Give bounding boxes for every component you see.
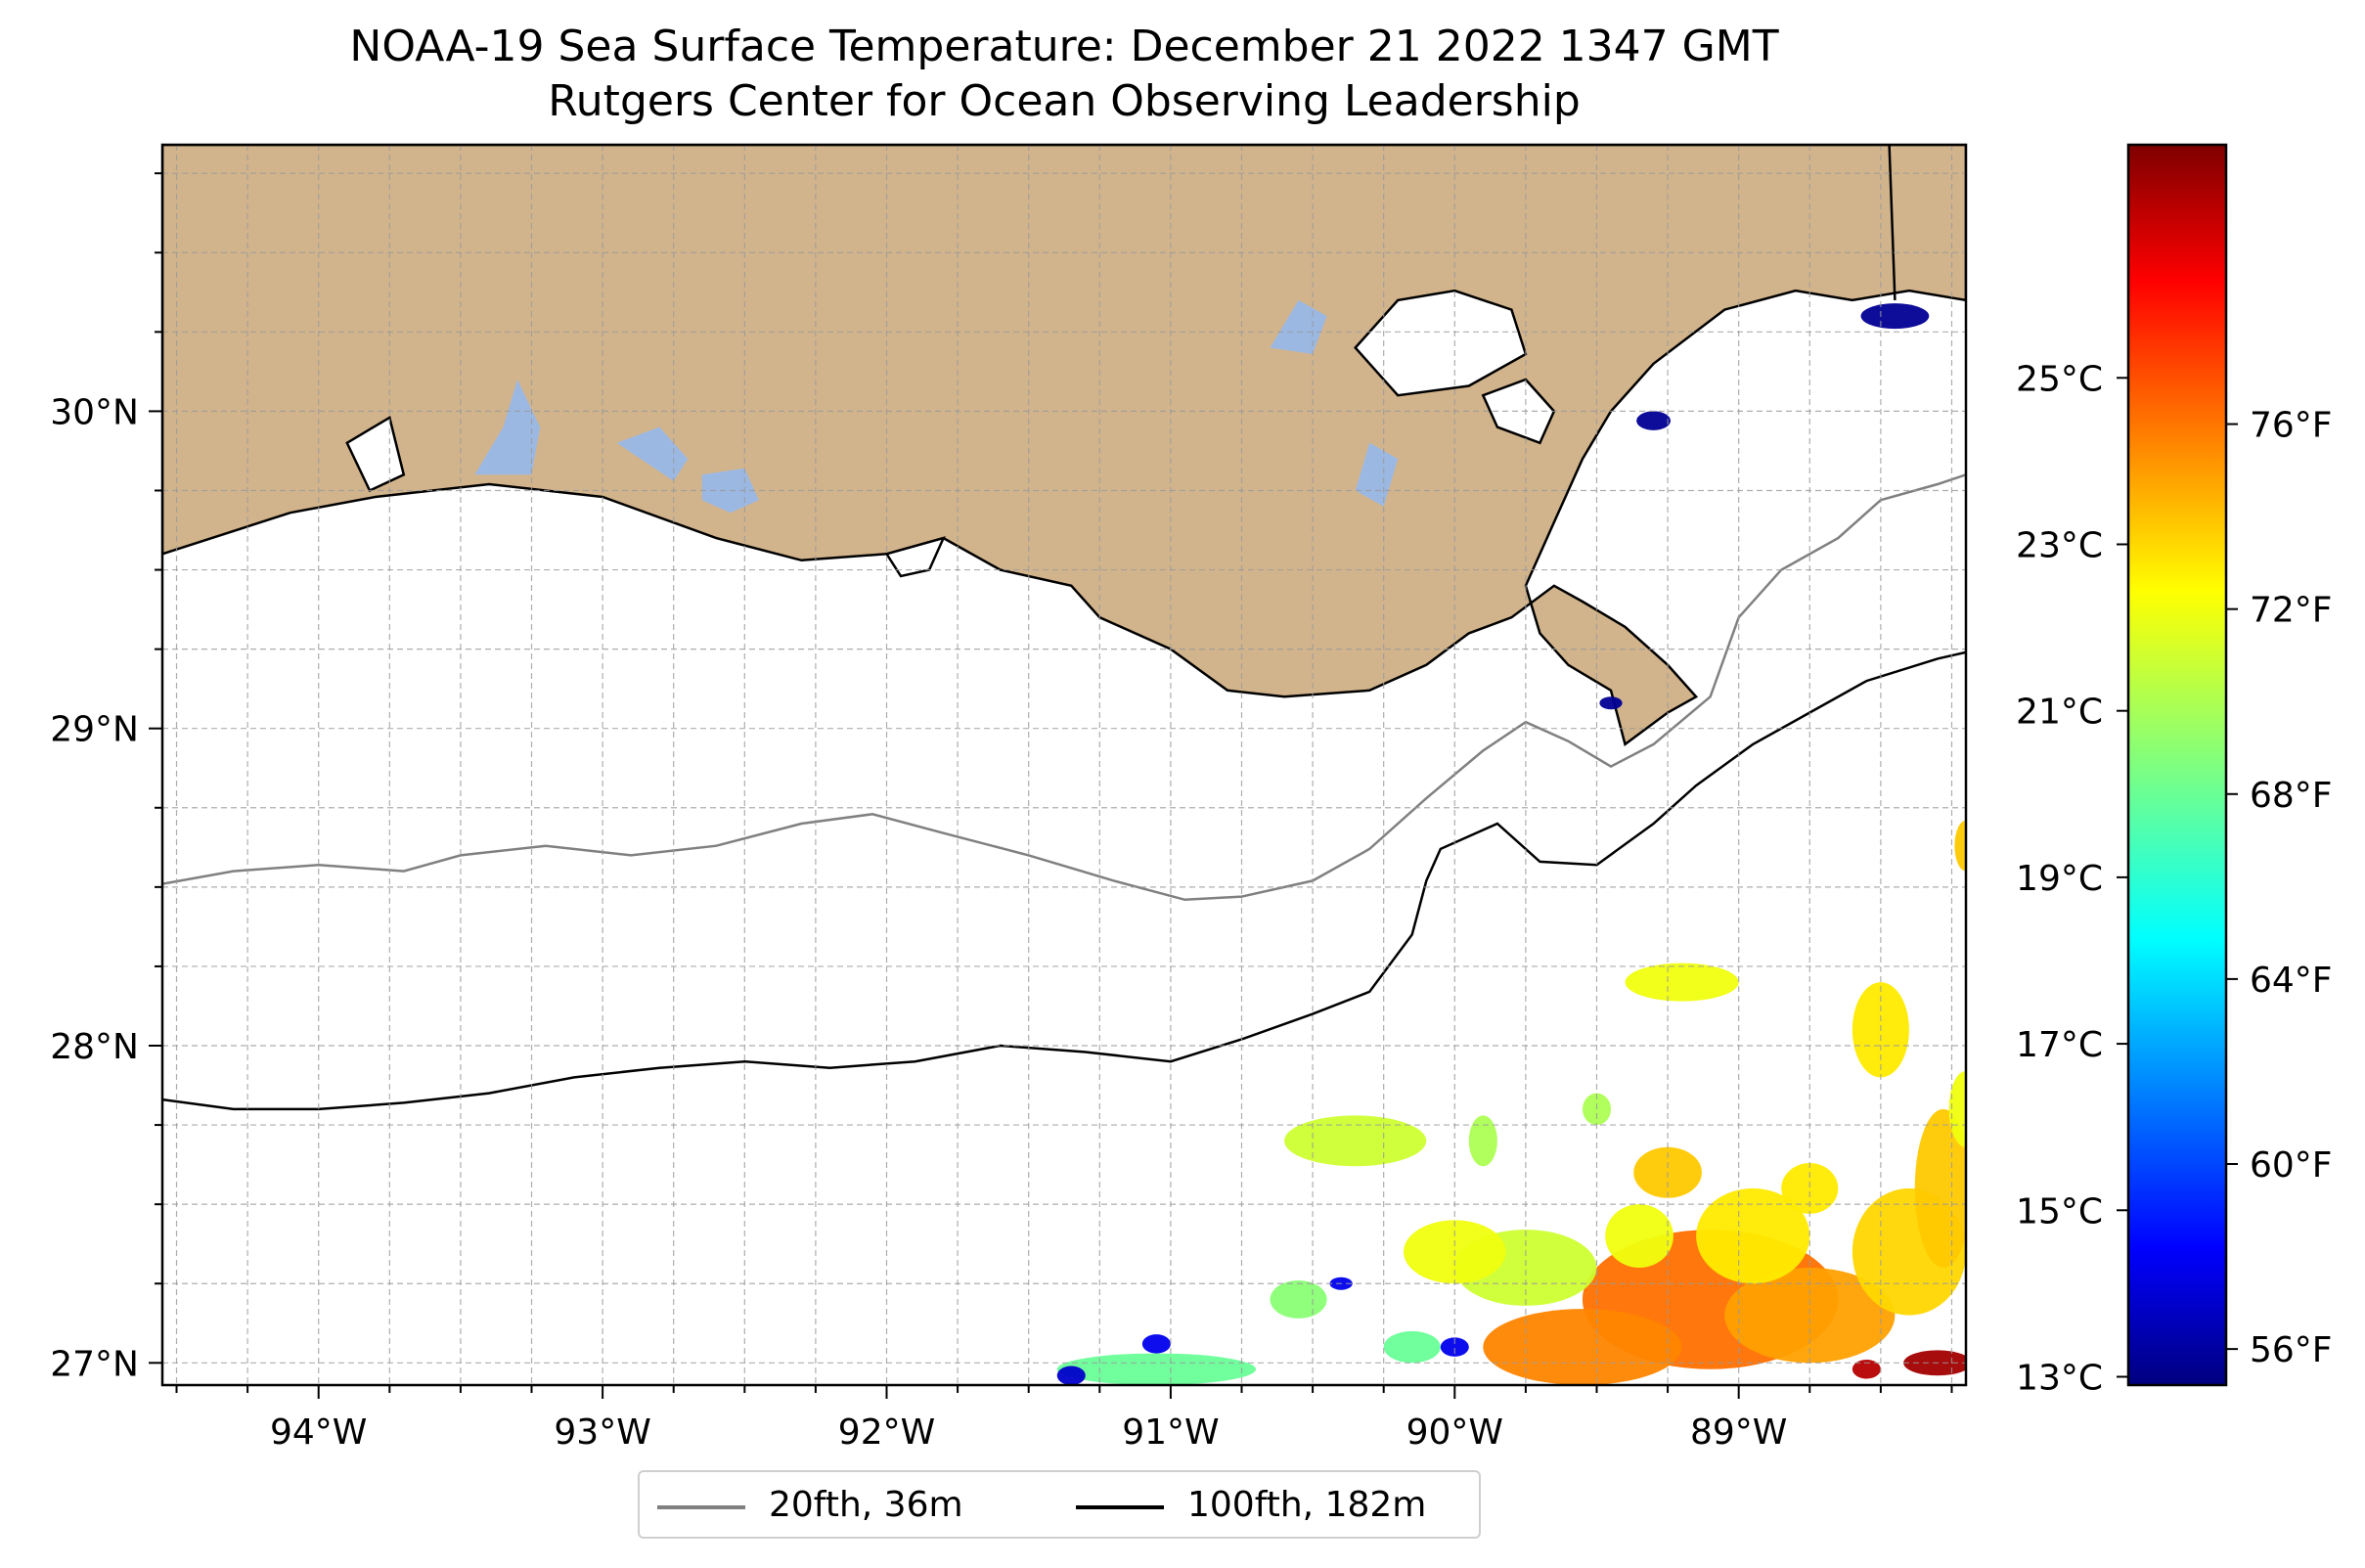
sst-patch [1056, 1353, 1257, 1385]
colorbar-celsius-label: 13°C [2016, 1358, 2103, 1398]
colorbar: 13°C 15°C 17°C 19°C 21°C 23°C 25°C 56°F 60°F 64°F… [2016, 143, 2333, 1398]
sst-patch [1468, 1115, 1497, 1167]
map-title: NOAA-19 Sea Surface Temperature: Decembe… [349, 22, 1779, 71]
sst-patch [1605, 1204, 1673, 1269]
map-plot-area [162, 145, 1966, 1385]
colorbar-fahrenheit-label: 72°F [2250, 591, 2333, 631]
contour-20fth-line [162, 473, 1966, 902]
sst-cold-patch [1440, 1337, 1469, 1357]
colorbar-celsius-label: 23°C [2016, 525, 2103, 565]
coastal-water-body [1481, 378, 1556, 445]
lat-tick-label: 30°N [50, 392, 139, 432]
sst-patch [1625, 963, 1739, 1002]
sst-patch [1914, 1108, 1966, 1268]
lon-tick-label: 90°W [1406, 1412, 1503, 1453]
sst-cold-patch [1860, 303, 1930, 330]
lat-tick-label: 29°N [50, 710, 139, 750]
lon-tick-label: 89°W [1690, 1412, 1787, 1453]
sst-patch [1781, 1162, 1839, 1214]
colorbar-fahrenheit-label: 60°F [2250, 1145, 2333, 1186]
land-area [162, 145, 1966, 747]
sst-hot-patch [1852, 1360, 1881, 1379]
sst-patch [1696, 1187, 1810, 1284]
lat-tick-label: 27°N [50, 1344, 139, 1384]
colorbar-fahrenheit-label: 64°F [2250, 961, 2333, 1001]
colorbar-celsius-label: 25°C [2016, 359, 2103, 399]
colorbar-celsius-label: 19°C [2016, 859, 2103, 899]
colorbar-celsius-label: 17°C [2016, 1025, 2103, 1065]
map-frame [160, 143, 1968, 1387]
sst-cold-patch [1141, 1334, 1171, 1354]
lake [616, 426, 689, 481]
legend-label-20fth: 20fth, 36m [769, 1485, 963, 1525]
map-axes: 94°W 93°W 92°W 91°W 90°W 89°W 27°N 28°N 29°N 30°N [50, 172, 1953, 1453]
contour-legend: 20fth, 36m 100fth, 182m [638, 1470, 1481, 1539]
lake [474, 380, 541, 475]
contour-100fth-line [162, 650, 1966, 1111]
sst-cold-patch [1636, 411, 1671, 430]
sst-cold-patch [1056, 1366, 1086, 1385]
lon-tick-label: 93°W [554, 1412, 650, 1453]
colorbar-fahrenheit-label: 56°F [2250, 1330, 2333, 1370]
sst-patch [1948, 1070, 1966, 1147]
legend-swatch-20fth [657, 1505, 745, 1509]
colorbar-gradient [2126, 143, 2228, 1387]
lon-tick-label: 94°W [270, 1412, 367, 1453]
coastal-water-body [1354, 289, 1528, 397]
colorbar-fahrenheit-label: 68°F [2250, 776, 2333, 816]
lon-tick-label: 92°W [838, 1412, 935, 1453]
state-border [1888, 145, 1896, 300]
sst-patch [1270, 1279, 1327, 1319]
sst-patch [1724, 1268, 1896, 1364]
sst-patch [1483, 1309, 1682, 1385]
colorbar-celsius-label: 21°C [2016, 693, 2103, 733]
map-subtitle: Rutgers Center for Ocean Observing Leade… [548, 76, 1581, 126]
legend-swatch-100fth [1076, 1505, 1164, 1509]
lon-tick-label: 91°W [1122, 1412, 1219, 1453]
sst-cold-patch [1599, 696, 1623, 710]
sst-patch [1954, 820, 1966, 872]
lat-tick-label: 28°N [50, 1027, 139, 1067]
colorbar-fahrenheit-label: 76°F [2250, 406, 2333, 446]
legend-label-100fth: 100fth, 182m [1187, 1485, 1427, 1525]
graticule [162, 145, 1966, 1385]
sst-patch [1383, 1330, 1441, 1364]
sst-patch [1284, 1115, 1427, 1167]
colorbar-celsius-label: 15°C [2016, 1191, 2103, 1232]
